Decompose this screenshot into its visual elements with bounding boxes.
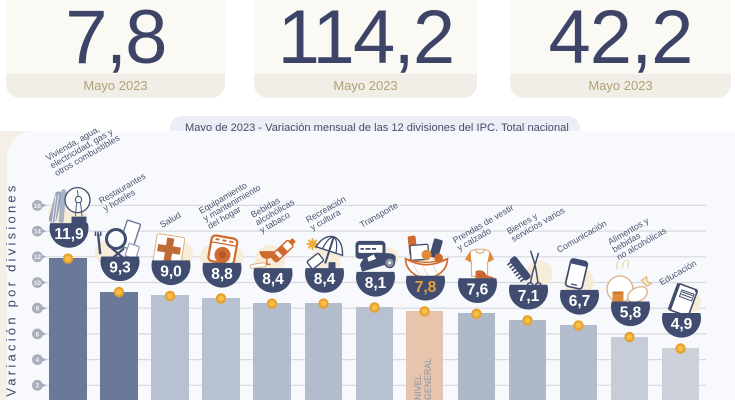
- svg-text:12: 12: [34, 254, 42, 261]
- svg-text:9,0: 9,0: [160, 263, 182, 280]
- svg-text:7,6: 7,6: [467, 281, 489, 298]
- svg-text:14: 14: [34, 229, 42, 236]
- svg-text:Comunicación: Comunicación: [555, 218, 608, 255]
- svg-text:Transporte: Transporte: [358, 200, 400, 230]
- svg-text:Vivienda, agua,electricidad, g: Vivienda, agua,electricidad, gas yotros …: [44, 117, 122, 178]
- svg-text:7,1: 7,1: [518, 288, 540, 305]
- svg-text:Educación: Educación: [658, 258, 699, 287]
- svg-text:8,8: 8,8: [211, 266, 233, 283]
- svg-text:Bebidasalcohólicasy tabaco: Bebidasalcohólicasy tabaco: [249, 189, 301, 235]
- svg-text:Bienes yservicios varios: Bienes yservicios varios: [505, 197, 567, 244]
- svg-text:8: 8: [36, 306, 40, 313]
- svg-text:8,4: 8,4: [314, 271, 336, 288]
- svg-text:Salud: Salud: [158, 210, 183, 230]
- svg-text:Alimentos ybebidasno alcohólic: Alimentos ybebidasno alcohólicas: [606, 210, 669, 262]
- svg-text:5,8: 5,8: [620, 305, 642, 322]
- svg-text:10: 10: [34, 280, 42, 287]
- svg-text:Recreacióny cultura: Recreacióny cultura: [304, 194, 352, 233]
- svg-text:7,8: 7,8: [415, 279, 437, 296]
- svg-text:Restaurantesy hoteles: Restaurantesy hoteles: [97, 171, 152, 214]
- svg-text:9,3: 9,3: [109, 260, 131, 277]
- svg-text:6: 6: [36, 331, 40, 338]
- svg-text:8,1: 8,1: [365, 275, 387, 292]
- svg-text:2: 2: [36, 383, 40, 390]
- svg-text:4,9: 4,9: [671, 316, 693, 333]
- svg-text:6,7: 6,7: [569, 293, 591, 310]
- svg-text:4: 4: [36, 357, 40, 364]
- svg-text:8,4: 8,4: [262, 271, 284, 288]
- svg-text:16: 16: [34, 203, 42, 210]
- svg-text:11,9: 11,9: [54, 226, 84, 243]
